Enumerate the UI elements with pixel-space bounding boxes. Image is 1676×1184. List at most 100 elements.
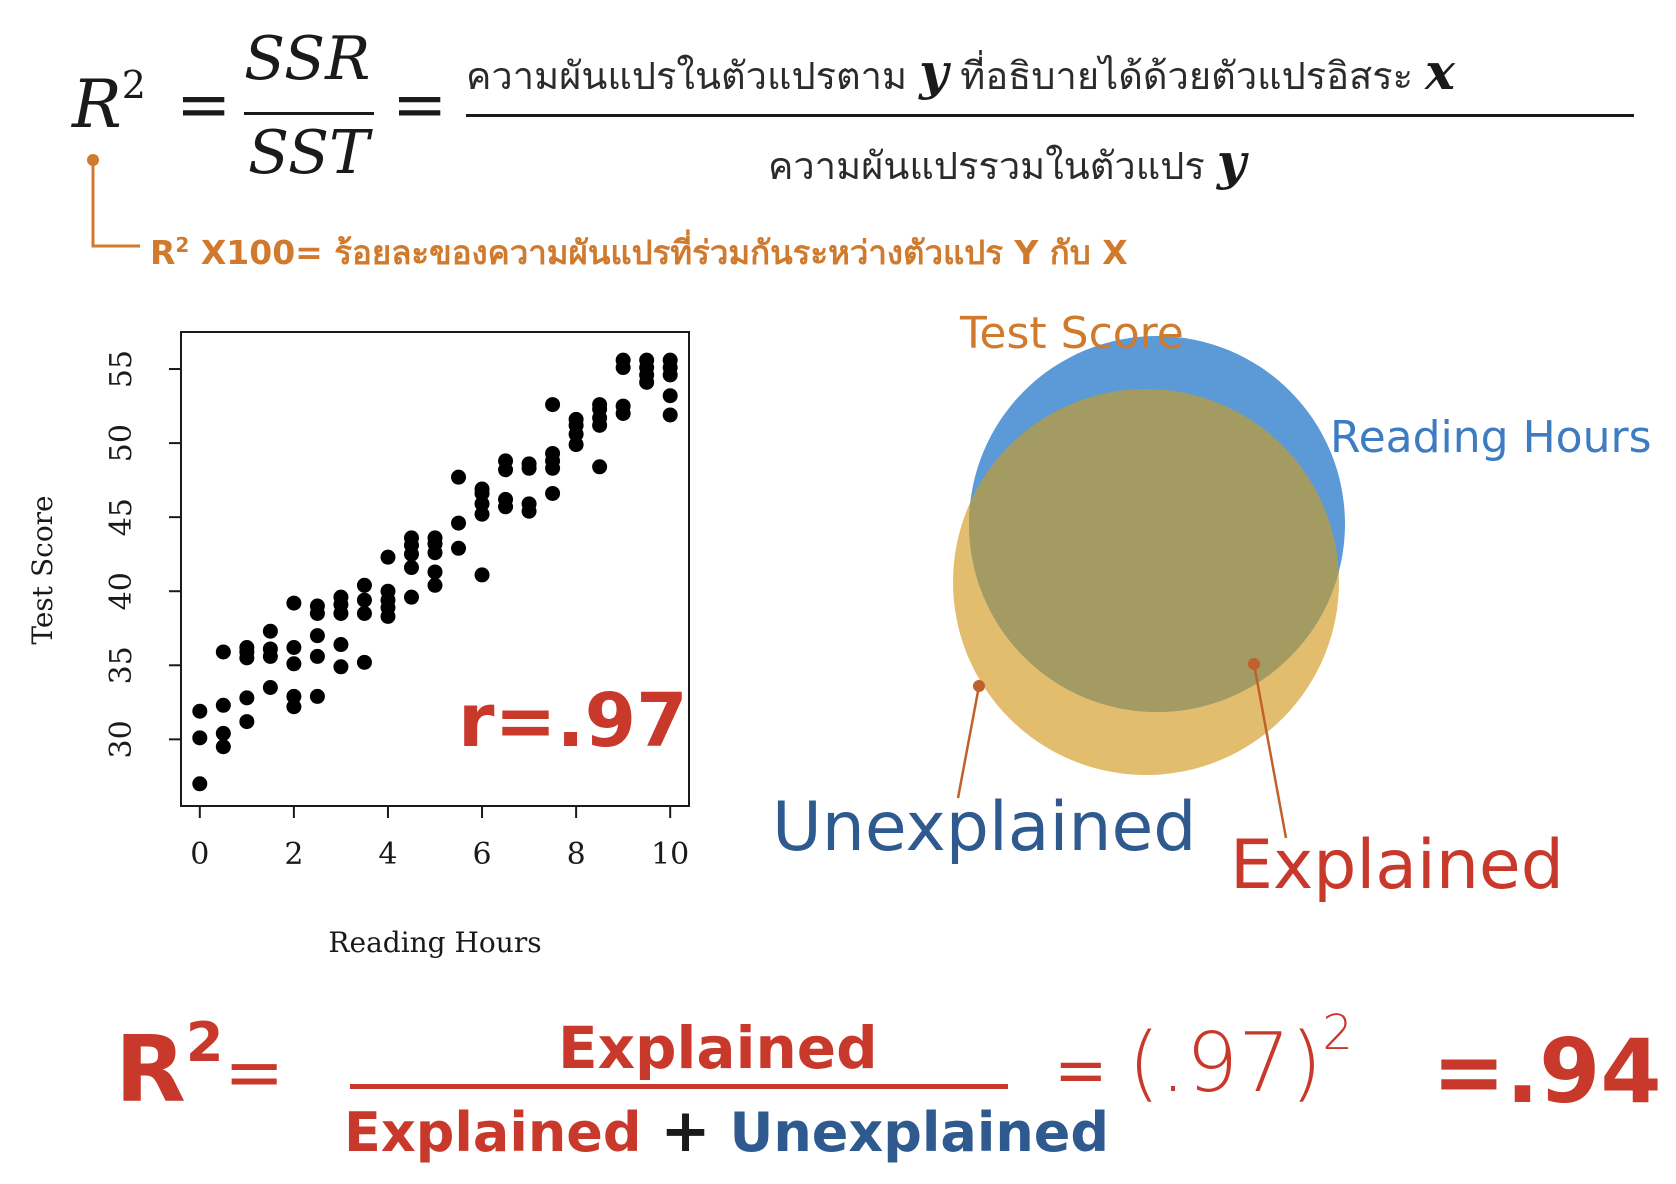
bottom-fraction-bar [350,1084,1008,1089]
venn-svg [953,336,1345,839]
data-point [451,540,467,556]
data-point [356,605,372,621]
data-point [521,456,537,472]
data-point [309,688,325,704]
data-point [545,397,561,413]
note-connector-line [91,160,140,248]
bottom-equals-1: = [224,1030,285,1114]
denominator-explained: Explained [344,1101,642,1164]
x-tick-label: 4 [378,837,397,872]
x-axis-label: Reading Hours [328,926,541,959]
data-point [286,595,302,611]
y-tick-label: 40 [104,572,139,610]
note-r-letter: R [150,233,176,272]
bottom-numerator: Explained [558,1014,878,1082]
x-tick-label: 0 [190,837,209,872]
note-text: X100= ร้อยละของความผันแปรที่ร่วมกันระหว่… [200,233,1128,272]
data-point [615,352,631,368]
data-point [615,398,631,414]
var-x: x [1425,42,1455,101]
data-point [215,739,231,755]
y-tick-label: 45 [104,498,139,536]
bottom-equals-2: = [1054,1034,1108,1108]
y-tick-label: 55 [104,350,139,388]
data-point [639,352,655,368]
data-point [380,583,396,599]
data-point [592,459,608,475]
x-tick-label: 2 [284,837,303,872]
data-point [545,485,561,501]
unexplained-label: Unexplained [772,788,1197,867]
data-point [333,659,349,675]
overlap-region [969,389,1339,712]
test-score-label: Test Score [960,308,1184,359]
r-squared-result: =.94 [1432,1020,1662,1123]
data-point [662,407,678,423]
thai-fraction-bar [466,114,1634,117]
data-point [262,623,278,639]
r-exponent: 2 [121,63,146,107]
y-tick-label: 30 [104,720,139,758]
data-point [427,530,443,546]
data-point [498,453,514,469]
y-axis-label: Test Score [26,495,59,644]
data-point [192,776,208,792]
data-point [286,699,302,715]
explained-label: Explained [1230,826,1564,905]
data-point [215,697,231,713]
data-point [427,564,443,580]
data-point [286,688,302,704]
data-point [192,730,208,746]
bottom-r-exponent: 2 [185,1011,224,1075]
thai-denominator-text: ความผันแปรรวมในตัวแปร [768,144,1205,188]
data-point [356,577,372,593]
data-point [568,437,584,453]
squared-correlation: (.97)2 [1128,1005,1353,1111]
bottom-r-letter: R [115,1016,186,1123]
denominator-unexplained: Unexplained [729,1101,1110,1164]
ssr-fraction-bar [244,112,374,115]
thai-numerator: ความผันแปรในตัวแปรตาม y ที่อธิบายได้ด้วย… [466,42,1636,106]
data-point [356,592,372,608]
data-point [333,637,349,653]
data-point [309,598,325,614]
data-point [286,656,302,672]
ssr-numerator: SSR [244,24,371,94]
data-point [262,641,278,657]
correlation-annotation: r=.97 [458,678,688,764]
data-point [215,644,231,660]
r-squared-note: R2 X100= ร้อยละของความผันแปรที่ร่วมกันระ… [150,226,1128,279]
paren-exponent: 2 [1322,1004,1353,1061]
var-y: y [919,42,949,101]
plus-sign: + [660,1096,711,1166]
data-point [239,640,255,656]
data-point [262,680,278,695]
venn-diagram: Test Score Reading Hours Unexplained Exp… [760,300,1660,905]
data-point [568,411,584,427]
data-point [403,530,419,546]
y-tick-label: 50 [104,424,139,462]
x-tick-label: 8 [567,837,586,872]
data-point [451,469,467,485]
x-tick-label: 10 [651,837,689,872]
equals-sign-2: = [392,66,448,143]
thai-numerator-rest: ที่อธิบายได้ด้วยตัวแปรอิสระ [960,54,1414,98]
data-point [239,690,255,706]
data-point [662,352,678,368]
data-point [286,640,302,656]
thai-numerator-text: ความผันแปรในตัวแปรตาม [466,54,908,98]
data-point [403,560,419,576]
scatter-plot: 0 2 4 6 8 10 30 35 40 45 50 55 Reading Hours Test S… [0,300,720,984]
data-point [333,589,349,605]
bottom-r-symbol: R2 [115,1011,223,1123]
thai-denominator: ความผันแปรรวมในตัวแปร y [768,132,1246,196]
data-point [192,703,208,719]
data-point [662,388,678,404]
reading-hours-label: Reading Hours [1330,412,1652,463]
data-point [215,725,231,741]
data-point [309,648,325,664]
data-point [309,628,325,644]
scatter-svg: 0 2 4 6 8 10 30 35 40 45 50 55 Reading Hours Test S… [26,331,690,959]
data-point [239,714,255,730]
